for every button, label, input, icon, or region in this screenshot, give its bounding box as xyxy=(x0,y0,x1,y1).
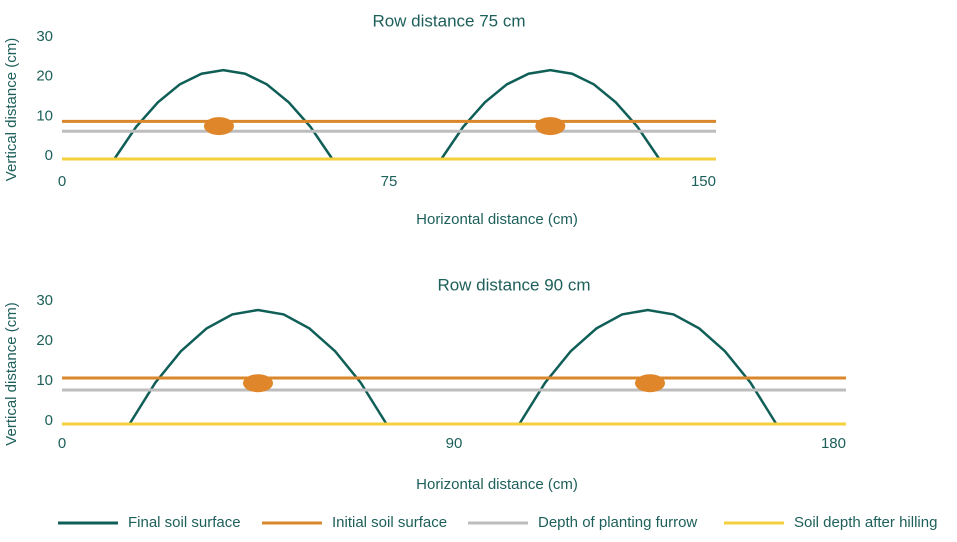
x-axis-label: Horizontal distance (cm) xyxy=(416,211,578,228)
tuber-point xyxy=(203,117,234,136)
y-tick-label: 10 xyxy=(36,107,53,124)
series-line xyxy=(128,308,778,425)
x-tick-label: 75 xyxy=(381,173,398,190)
y-axis-label: Vertical distance (cm) xyxy=(3,302,20,445)
legend-label: Final soil surface xyxy=(128,514,241,531)
x-tick-label: 150 xyxy=(691,173,716,190)
y-tick-label: 30 xyxy=(36,292,53,309)
y-tick-label: 20 xyxy=(36,68,53,85)
y-tick-label: 10 xyxy=(36,372,53,389)
chart-title: Row distance 75 cm xyxy=(372,11,525,30)
legend-label: Depth of planting furrow xyxy=(538,514,697,531)
x-tick-label: 180 xyxy=(821,435,846,452)
legend-label: Initial soil surface xyxy=(332,514,447,531)
series-line xyxy=(113,68,661,160)
y-tick-label: 20 xyxy=(36,332,53,349)
y-tick-label: 0 xyxy=(45,147,53,164)
tuber-point xyxy=(635,374,665,393)
y-tick-label: 0 xyxy=(45,412,53,429)
x-tick-label: 90 xyxy=(446,435,463,452)
y-axis-label: Vertical distance (cm) xyxy=(3,38,20,181)
chart-title: Row distance 90 cm xyxy=(437,275,590,294)
y-tick-label: 30 xyxy=(36,28,53,45)
x-tick-label: 0 xyxy=(58,173,66,190)
tuber-point xyxy=(243,374,273,393)
x-axis-label: Horizontal distance (cm) xyxy=(416,476,578,493)
x-tick-label: 0 xyxy=(58,435,66,452)
tuber-point xyxy=(535,117,566,136)
legend-label: Soil depth after hilling xyxy=(794,514,937,531)
